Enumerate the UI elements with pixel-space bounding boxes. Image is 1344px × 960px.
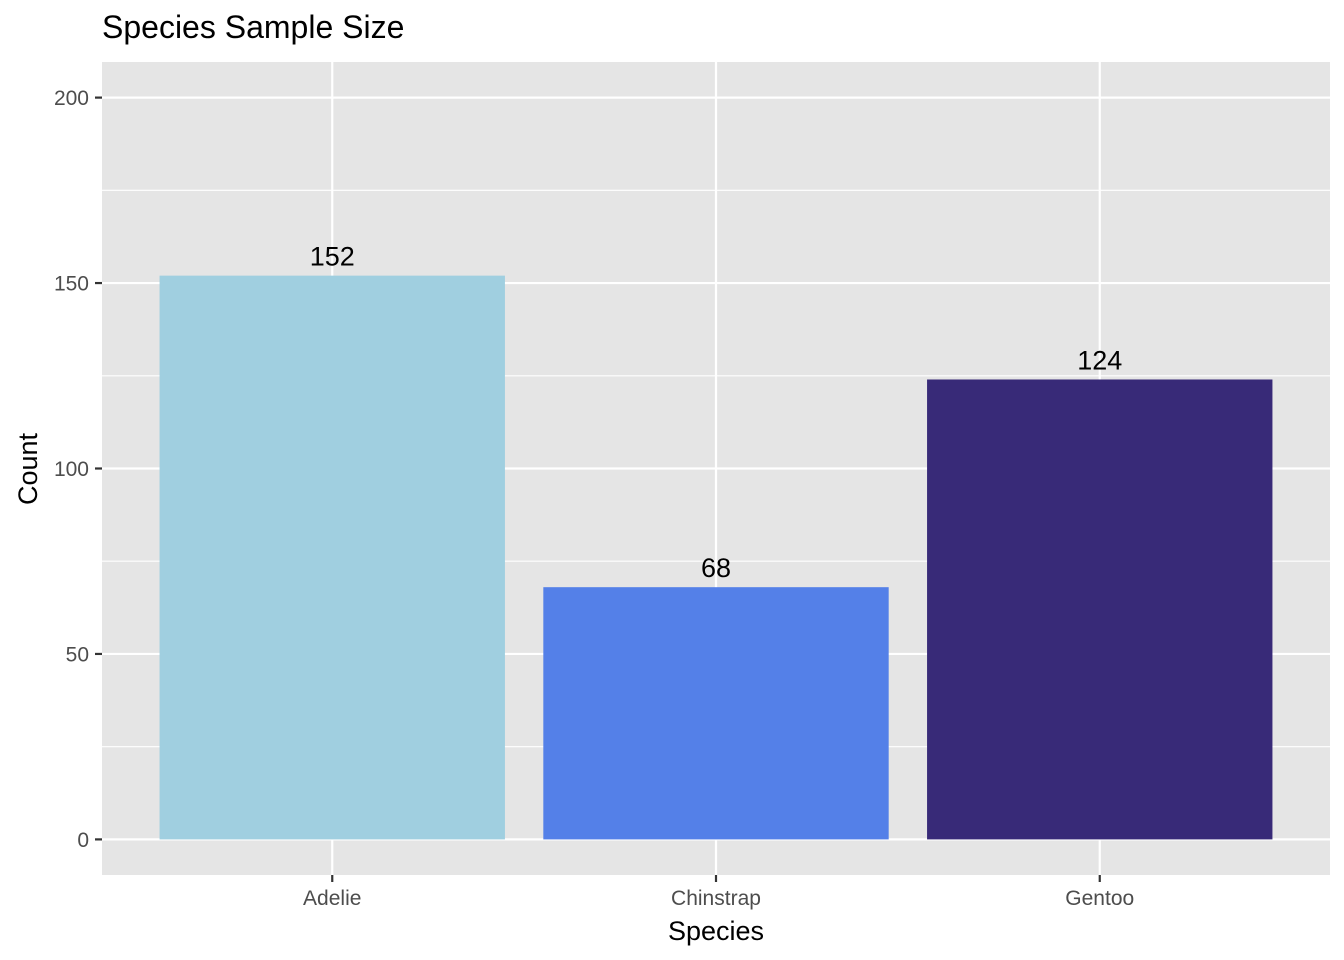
y-tick-label: 0 bbox=[77, 829, 89, 852]
y-tick-label: 50 bbox=[66, 643, 89, 666]
bar-adelie bbox=[159, 275, 505, 840]
x-tick-label: Adelie bbox=[303, 887, 361, 910]
data-label-gentoo: 124 bbox=[1077, 345, 1122, 375]
bars bbox=[159, 275, 1273, 840]
y-tick-label: 200 bbox=[54, 87, 89, 110]
x-axis-title: Species bbox=[668, 916, 764, 946]
x-axis: Adelie Chinstrap Gentoo bbox=[303, 875, 1134, 910]
data-label-adelie: 152 bbox=[310, 242, 355, 272]
y-tick-label: 150 bbox=[54, 273, 89, 296]
bar-gentoo bbox=[927, 379, 1273, 840]
x-tick-label: Chinstrap bbox=[671, 887, 761, 910]
data-label-chinstrap: 68 bbox=[701, 553, 731, 583]
chart-title: Species Sample Size bbox=[102, 9, 404, 45]
y-axis-title: Count bbox=[13, 432, 43, 505]
x-tick-label: Gentoo bbox=[1065, 887, 1134, 910]
y-tick-label: 100 bbox=[54, 458, 89, 481]
data-labels: 152 68 124 bbox=[310, 242, 1123, 584]
y-axis: 0 50 100 150 200 bbox=[54, 87, 102, 852]
bar-chinstrap bbox=[543, 587, 889, 840]
